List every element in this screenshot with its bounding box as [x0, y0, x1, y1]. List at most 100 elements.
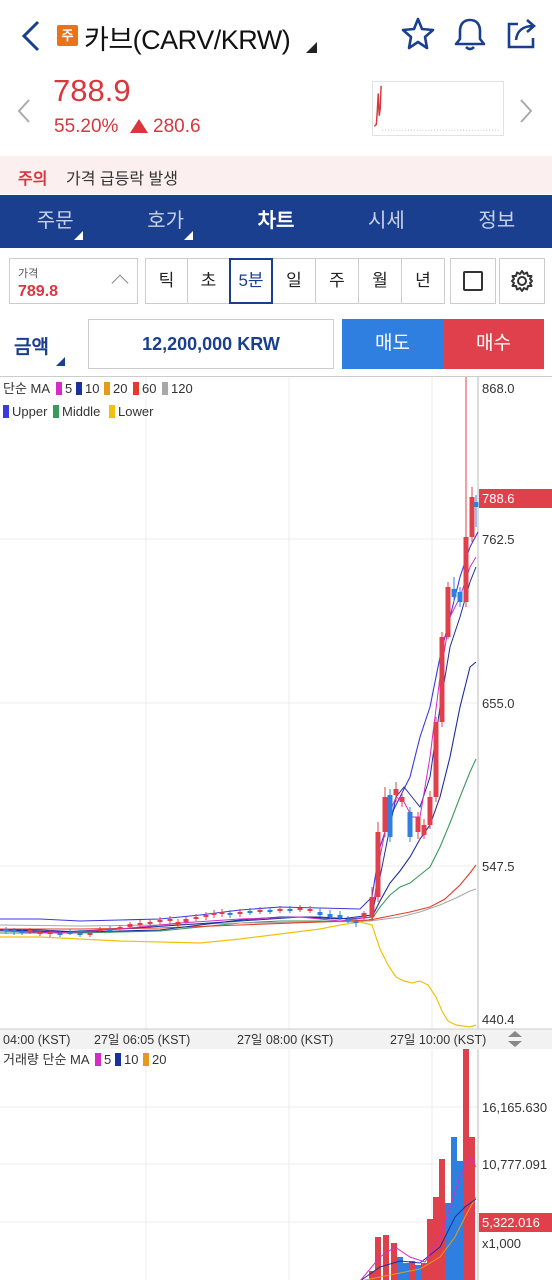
vol-ma10-swatch — [115, 1053, 121, 1066]
vol-tick-label: 16,165.630 — [482, 1100, 547, 1115]
period-second[interactable]: 초 — [188, 258, 230, 304]
candle — [463, 537, 469, 602]
period-month[interactable]: 월 — [359, 258, 402, 304]
x-tick-label: 04:00 (KST) — [3, 1033, 70, 1047]
back-arrow-icon[interactable] — [14, 16, 48, 56]
fullscreen-button[interactable] — [450, 258, 496, 304]
y-tick-label: 762.5 — [482, 532, 515, 547]
buy-button[interactable]: 매수 — [443, 319, 544, 369]
candle — [369, 897, 375, 917]
vol-tick-label: x1,000 — [482, 1236, 521, 1251]
ma60-line — [0, 864, 477, 930]
gear-icon — [511, 270, 533, 292]
volume-tag-label: 5,322.016 — [482, 1215, 540, 1230]
volume-bar — [421, 1263, 427, 1280]
alert-text: 가격 급등락 발생 — [66, 171, 178, 188]
candle — [107, 929, 113, 931]
title-dropdown-icon[interactable] — [306, 42, 317, 53]
candle — [77, 933, 83, 935]
y-tick-label: 655.0 — [482, 696, 515, 711]
candle — [47, 932, 53, 934]
candle — [175, 922, 181, 925]
x-tick-label: 27일 06:05 (KST) — [94, 1033, 190, 1047]
sell-button[interactable]: 매도 — [342, 319, 443, 369]
y-tick-label: 440.4 — [482, 1012, 515, 1027]
chart-grid — [0, 377, 478, 1280]
header: 주 카브(CARV/KRW) — [0, 0, 552, 72]
tab-info[interactable]: 정보 — [478, 210, 516, 232]
price-selector[interactable]: 가격 789.8 — [9, 258, 138, 304]
candle — [375, 832, 381, 897]
candle — [211, 913, 217, 915]
star-icon[interactable] — [400, 14, 436, 54]
vol-ma10-line — [360, 1198, 477, 1280]
settings-button[interactable] — [499, 258, 545, 304]
amount-input[interactable]: 12,200,000 KRW — [88, 319, 334, 369]
y-tick-label: 868.0 — [482, 381, 515, 396]
candle — [337, 915, 343, 918]
tab-market[interactable]: 시세 — [368, 210, 405, 232]
ma10-line — [0, 566, 477, 933]
tab-caret-icon — [74, 231, 83, 240]
candle — [433, 722, 439, 797]
period-tick[interactable]: 틱 — [145, 258, 188, 304]
amount-type-label[interactable]: 금액 — [14, 337, 49, 358]
candle — [117, 927, 123, 929]
candle — [147, 922, 153, 924]
period-week[interactable]: 주 — [316, 258, 359, 304]
candle — [183, 919, 189, 922]
prev-chevron-icon[interactable] — [14, 96, 34, 126]
bell-icon[interactable] — [452, 14, 488, 54]
axis-scroll-icon[interactable] — [508, 1031, 522, 1047]
bb-lower-legend: Lower — [118, 404, 154, 419]
tab-orderbook[interactable]: 호가 — [110, 195, 220, 248]
mini-chart — [372, 81, 504, 136]
ma-legend-title: 단순 MA — [3, 381, 50, 396]
bb-middle-swatch — [53, 405, 59, 418]
candle — [19, 931, 25, 933]
ma60-legend: 60 — [142, 381, 156, 396]
next-chevron-icon[interactable] — [516, 96, 536, 126]
candle — [127, 924, 133, 927]
candle — [451, 589, 457, 597]
amount-dropdown-icon[interactable] — [56, 357, 65, 366]
x-axis-bar — [0, 1029, 552, 1049]
market-badge: 주 — [57, 25, 78, 46]
volume-bar — [415, 1265, 421, 1280]
change-percent: 55.20% — [54, 116, 119, 137]
volume-bar — [391, 1243, 397, 1280]
candle — [393, 789, 399, 795]
period-5min[interactable]: 5분 — [229, 258, 273, 304]
ma5-swatch — [56, 382, 62, 395]
tab-chart[interactable]: 차트 — [257, 210, 295, 232]
x-tick-label: 27일 10:00 (KST) — [390, 1033, 486, 1047]
current-price-tag — [479, 489, 552, 508]
candle — [287, 909, 293, 911]
candle — [167, 919, 173, 921]
share-icon[interactable] — [504, 14, 540, 54]
candle — [415, 817, 421, 832]
price-selector-value: 789.8 — [18, 283, 59, 300]
period-year[interactable]: 년 — [402, 258, 445, 304]
candle — [361, 913, 367, 917]
x-axis-labels: 04:00 (KST) 27일 06:05 (KST) 27일 08:00 (K… — [3, 1033, 486, 1047]
volume-bar — [433, 1197, 439, 1280]
candle — [219, 912, 225, 914]
x-tick-label: 27일 08:00 (KST) — [237, 1033, 333, 1047]
page-title[interactable]: 카브(CARV/KRW) — [84, 25, 291, 55]
candle — [407, 812, 413, 837]
bb-lower-swatch — [109, 405, 115, 418]
volume-bar — [439, 1159, 445, 1280]
period-day[interactable]: 일 — [273, 258, 316, 304]
candle — [345, 919, 351, 921]
candle — [57, 933, 63, 935]
price-chart-svg[interactable]: 단순 MA 5 10 20 60 120 Upper Middle Lower … — [0, 377, 552, 1280]
ma5-legend: 5 — [65, 381, 72, 396]
candle — [421, 825, 427, 835]
chart-area[interactable]: 단순 MA 5 10 20 60 120 Upper Middle Lower … — [0, 376, 552, 1280]
candle — [87, 933, 93, 935]
tab-order[interactable]: 주문 — [0, 195, 110, 248]
candle — [3, 929, 9, 931]
ma20-line — [0, 661, 477, 933]
candle — [193, 917, 199, 919]
